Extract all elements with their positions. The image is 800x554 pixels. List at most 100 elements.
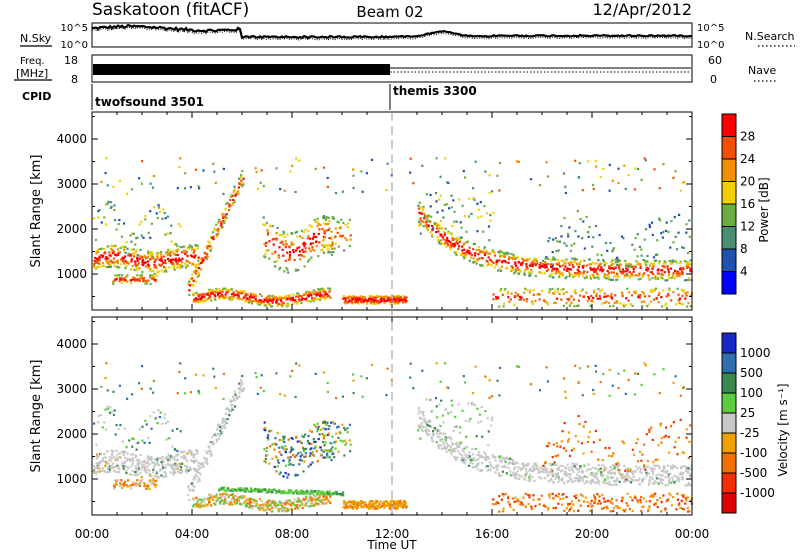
colorbar-swatch-5 bbox=[722, 159, 736, 182]
scatter-cell bbox=[605, 277, 608, 280]
scatter-cell bbox=[665, 471, 668, 474]
scatter-cell bbox=[264, 224, 267, 227]
scatter-cell bbox=[170, 258, 173, 262]
scatter-cell bbox=[148, 463, 151, 466]
scatter-cell bbox=[494, 502, 497, 506]
scatter-cell bbox=[673, 446, 676, 449]
scatter-cell bbox=[131, 469, 134, 473]
scatter-cell bbox=[323, 222, 326, 225]
scatter-cell bbox=[485, 456, 488, 459]
scatter-cell bbox=[138, 223, 141, 226]
scatter-cell bbox=[475, 262, 478, 265]
scatter-cell bbox=[564, 467, 567, 470]
scatter-cell bbox=[108, 456, 111, 459]
scatter-cell bbox=[113, 261, 116, 264]
scatter-cell bbox=[458, 240, 461, 244]
scatter-cell bbox=[510, 257, 513, 260]
scatter-cell bbox=[383, 506, 386, 509]
scatter-cell bbox=[309, 250, 312, 253]
scatter-cell bbox=[461, 409, 464, 412]
scatter-cell bbox=[687, 484, 691, 487]
scatter-cell bbox=[166, 215, 169, 218]
scatter-cell bbox=[141, 256, 144, 259]
scatter-cell bbox=[618, 463, 621, 466]
scatter-cell bbox=[320, 499, 324, 502]
scatter-cell bbox=[130, 258, 133, 261]
scatter-cell bbox=[132, 437, 135, 440]
scatter-cell bbox=[663, 435, 666, 439]
scatter-cell bbox=[334, 235, 337, 238]
scatter-cell bbox=[140, 479, 144, 482]
scatter-cell bbox=[649, 290, 652, 293]
scatter-cell bbox=[346, 296, 349, 299]
scatter-cell bbox=[458, 198, 461, 201]
scatter-cell bbox=[471, 466, 474, 469]
scatter-cell bbox=[159, 468, 162, 471]
scatter-cell bbox=[487, 225, 491, 228]
scatter-cell bbox=[402, 295, 405, 298]
scatter-cell bbox=[289, 456, 292, 459]
scatter-cell bbox=[442, 421, 445, 424]
scatter-cell bbox=[517, 160, 520, 163]
scatter-cell bbox=[653, 480, 657, 483]
scatter-cell bbox=[430, 410, 433, 413]
scatter-cell bbox=[516, 293, 520, 296]
scatter-cell bbox=[616, 300, 619, 303]
scatter-cell bbox=[214, 228, 217, 231]
scatter-cell bbox=[688, 440, 691, 443]
scatter-cell bbox=[210, 247, 213, 250]
scatter-cell bbox=[237, 291, 240, 294]
scatter-cell bbox=[138, 267, 141, 270]
scatter-cell bbox=[465, 435, 468, 438]
scatter-cell bbox=[327, 493, 330, 496]
scatter-cell bbox=[552, 276, 555, 279]
scatter-cell bbox=[429, 193, 432, 196]
scatter-cell bbox=[443, 432, 446, 435]
scatter-cell bbox=[135, 266, 138, 269]
scatter-cell bbox=[156, 475, 159, 478]
scatter-cell bbox=[225, 288, 228, 291]
scatter-cell bbox=[314, 297, 317, 300]
scatter-cell bbox=[238, 387, 241, 390]
scatter-cell bbox=[532, 466, 535, 469]
scatter-cell bbox=[554, 455, 557, 458]
scatter-cell bbox=[533, 257, 536, 261]
scatter-cell bbox=[314, 445, 317, 448]
scatter-cell bbox=[420, 422, 423, 425]
scatter-cell bbox=[559, 265, 562, 268]
scatter-cell bbox=[270, 430, 273, 433]
scatter-cell bbox=[254, 294, 257, 297]
scatter-cell bbox=[617, 181, 620, 185]
scatter-cell bbox=[94, 238, 98, 241]
scatter-cell bbox=[404, 504, 407, 508]
scatter-cell bbox=[644, 159, 647, 162]
scatter-cell bbox=[468, 455, 471, 458]
scatter-cell bbox=[234, 489, 237, 492]
scatter-cell bbox=[392, 301, 395, 304]
scatter-cell bbox=[112, 245, 115, 248]
scatter-cell bbox=[197, 464, 200, 467]
scatter-cell bbox=[511, 266, 515, 269]
scatter-cell bbox=[565, 269, 568, 272]
scatter-cell bbox=[687, 279, 690, 282]
scatter-cell bbox=[677, 293, 680, 296]
scatter-cell bbox=[234, 294, 237, 297]
scatter-cell bbox=[140, 476, 143, 479]
scatter-cell bbox=[314, 220, 317, 223]
scatter-cell bbox=[535, 262, 538, 266]
scatter-cell bbox=[118, 274, 121, 277]
scatter-cell bbox=[525, 468, 528, 471]
scatter-cell bbox=[525, 263, 528, 266]
scatter-cell bbox=[331, 421, 334, 424]
scatter-cell bbox=[331, 446, 334, 449]
y-tick-label-1: 2000 bbox=[56, 222, 87, 236]
scatter-cell bbox=[384, 295, 387, 298]
scatter-cell bbox=[300, 500, 303, 503]
scatter-cell bbox=[431, 225, 434, 228]
scatter-cell bbox=[455, 251, 458, 254]
scatter-cell bbox=[484, 252, 487, 255]
scatter-cell bbox=[141, 425, 144, 428]
scatter-cell bbox=[619, 270, 622, 273]
scatter-cell bbox=[227, 410, 231, 413]
scatter-cell bbox=[644, 466, 647, 469]
